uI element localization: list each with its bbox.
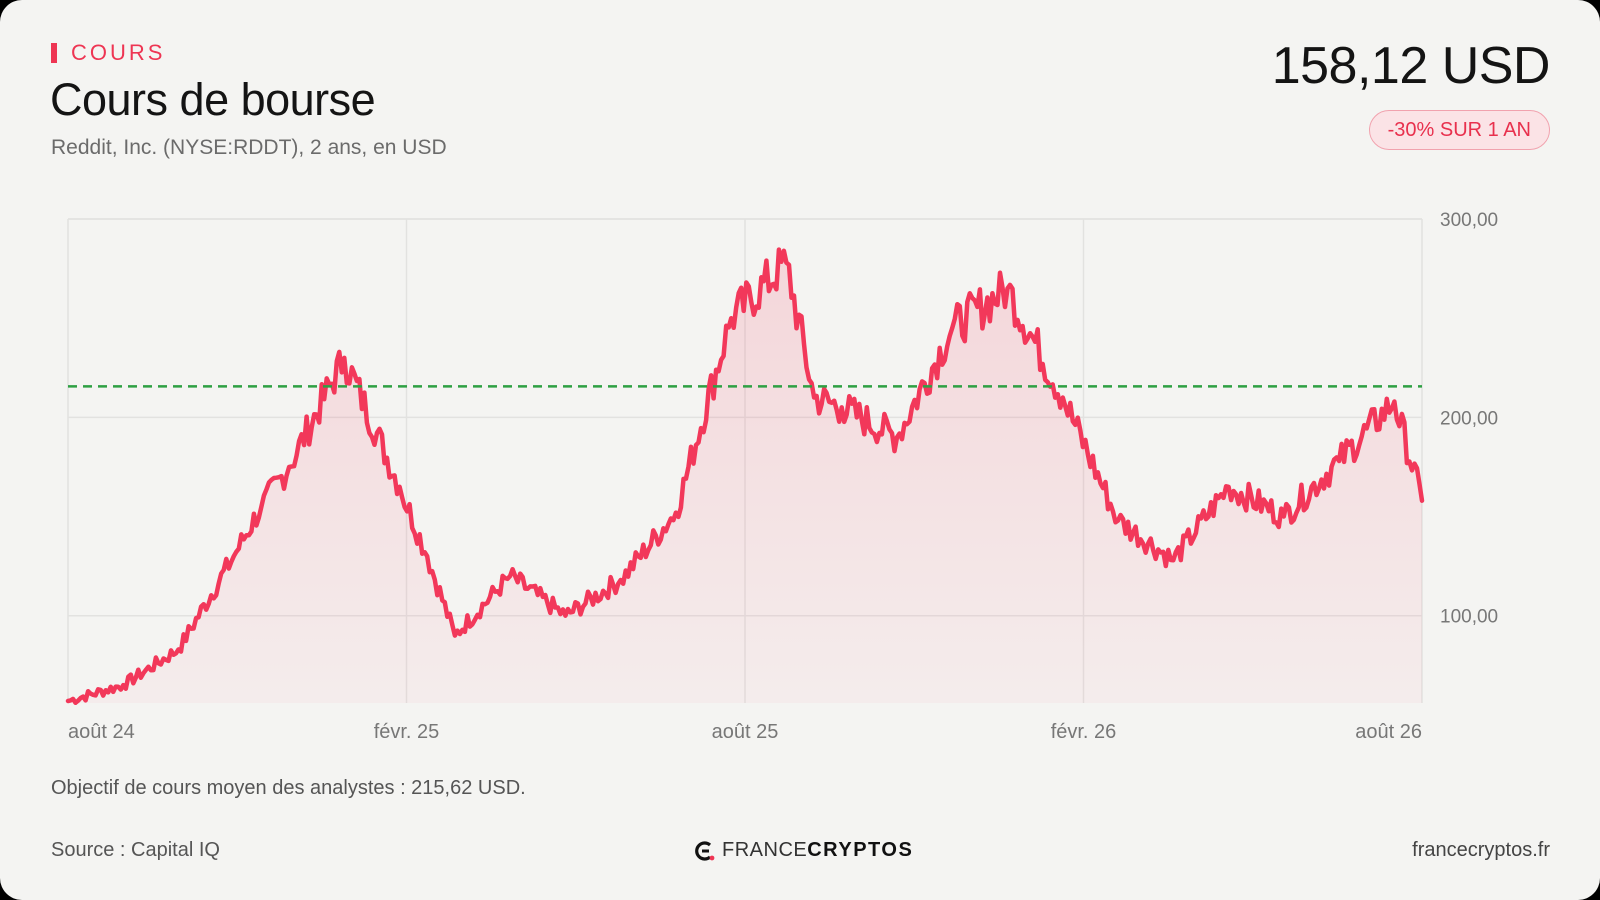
x-tick-label: févr. 26 (1051, 721, 1117, 743)
y-tick-label: 200,00 (1440, 408, 1498, 429)
brand-name-light: FRANCE (722, 839, 808, 861)
section-eyebrow: COURS (51, 40, 165, 66)
page-subtitle: Reddit, Inc. (NYSE:RDDT), 2 ans, en USD (51, 136, 447, 159)
site-link[interactable]: francecryptos.fr (1412, 839, 1550, 861)
x-tick-label: août 24 (68, 721, 135, 743)
page-title: Cours de bourse (50, 74, 376, 125)
brand-mark-icon (695, 840, 715, 861)
current-price: 158,12 USD (1271, 37, 1551, 95)
y-tick-label: 300,00 (1440, 210, 1498, 231)
eyebrow-marker (51, 43, 57, 63)
x-tick-label: août 26 (1355, 721, 1422, 743)
eyebrow-label: COURS (71, 40, 166, 65)
y-tick-label: 100,00 (1440, 607, 1498, 628)
x-tick-label: août 25 (712, 721, 779, 743)
price-line (65, 247, 1425, 706)
x-tick-label: févr. 25 (374, 721, 440, 743)
analyst-target-note: Objectif de cours moyen des analystes : … (51, 777, 526, 799)
brand-logo: FRANCE CRYPTOS (694, 839, 913, 862)
source-label: Source : Capital IQ (51, 839, 220, 861)
price-area (68, 249, 1422, 703)
brand-name-bold: CRYPTOS (807, 839, 914, 861)
change-badge: -30% SUR 1 AN (1368, 110, 1550, 150)
